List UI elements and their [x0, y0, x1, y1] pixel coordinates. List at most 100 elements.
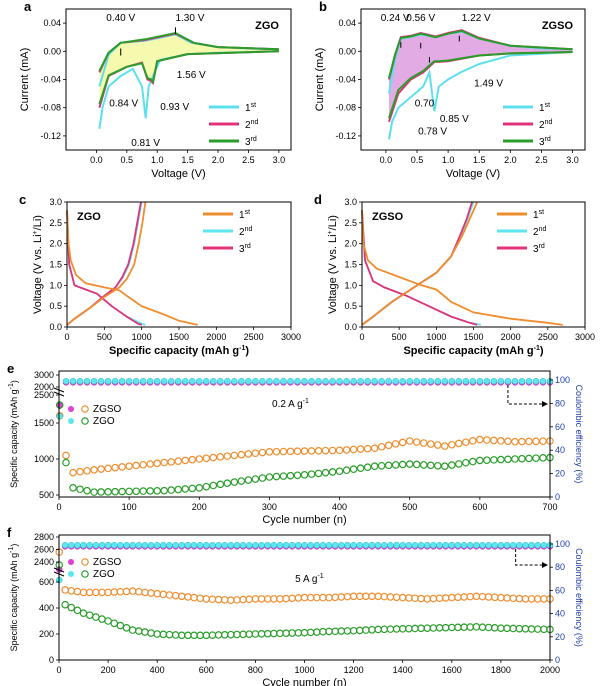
panel-c-ytick-label: 3.0 [49, 197, 62, 207]
panel-f-xtick-label: 400 [150, 665, 165, 675]
panel-e-series-ZGO-capacity-point [209, 481, 218, 490]
panel-e-series-ZGO-capacity-point [125, 487, 133, 496]
panel-f-series-ZGO-ce-point [325, 541, 333, 549]
panel-f-series-ZGSO-capacity-point [509, 594, 517, 603]
panel-f-series-ZGSO-capacity-point [411, 594, 419, 603]
panel-e-series-ZGSO-capacity-point [391, 440, 400, 448]
panel-f-series-ZGO-ce-point [190, 541, 198, 549]
panel-f-series-ZGO-capacity-point [159, 630, 168, 639]
panel-e-series-ZGO-ce-point [427, 377, 435, 385]
panel-b-xtick-label: 2.0 [504, 155, 517, 165]
panel-e-series-ZGO-ce-point [343, 377, 350, 385]
panel-e-legend-ce-marker [68, 418, 74, 424]
panel-e-series-ZGO-ce-point [182, 377, 189, 385]
panel-f-legend-ce-marker [68, 571, 74, 577]
panel-e-series-ZGO-ce-point [392, 377, 399, 385]
panel-f-series-ZGSO-capacity-point [355, 592, 364, 601]
panel-c-series-3rd-discharge [66, 210, 142, 326]
panel-f-series-ZGO-ce-point [209, 541, 216, 549]
panel-e-y2tick-label: 40 [555, 445, 565, 455]
panel-f-series-ZGSO-capacity-point [423, 595, 432, 603]
panel-f-xtick-label: 1200 [344, 665, 364, 675]
panel-f-series-ZGO-ce-point [466, 541, 474, 549]
panel-f-series-ZGO-capacity-point [73, 606, 82, 615]
panel-f-series-ZGSO-capacity-point [472, 592, 481, 601]
panel-f-series-ZGO-ce-point [503, 541, 511, 549]
panel-e-series-ZGSO-capacity-point [181, 456, 190, 465]
panel-a-legend-label: 1st [245, 102, 256, 114]
panel-e-xtick-label: 300 [262, 502, 277, 512]
panel-c-legend-label: 2nd [239, 226, 252, 238]
panel-e-series-ZGSO-capacity-point [476, 435, 484, 444]
panel-e-series-ZGSO-capacity-point [265, 447, 274, 456]
panel-e-y2label: Coulombic efficiency (%) [574, 385, 584, 484]
panel-e-y2tick-label: 20 [555, 469, 565, 479]
panel-f-series-ZGO-capacity-point [447, 623, 456, 632]
panel-f-series-ZGSO-capacity-point [533, 595, 542, 603]
panel-f-series-ZGO-ce-point [252, 541, 259, 549]
panel-a-annotation: 0.81 V [131, 138, 160, 149]
panel-e-series-ZGO-ce-point [448, 377, 456, 385]
panel-f-axis-break [53, 567, 65, 573]
panel-f-series-ZGO-ce-point [258, 541, 265, 549]
panel-f-series-ZGO-capacity-point [92, 613, 100, 621]
panel-e-series-ZGSO-capacity-point [511, 437, 519, 446]
panel-e-series-ZGO-capacity-point [181, 485, 190, 493]
panel-f-series-ZGSO-capacity-point [337, 593, 346, 601]
panel-e-series-ZGO-capacity-point [483, 456, 491, 464]
panel-f-series-ZGO-capacity-point [362, 626, 370, 634]
panel-e-series-ZGO-ce-point [462, 377, 470, 385]
panel-e-series-ZGO-ce-point [315, 377, 322, 385]
panel-f-series-ZGSO-capacity-point [270, 595, 278, 603]
panel-e-series-ZGSO-capacity-point [356, 445, 365, 453]
panel-f-series-ZGO-ce-point [74, 541, 81, 549]
panel-f-series-ZGO-ce-point [215, 541, 222, 549]
panel-e-series-ZGO-ce-point [139, 377, 147, 385]
panel-e-series-ZGO-ce-point [97, 377, 105, 385]
panel-c-xtick-label: 2500 [244, 332, 264, 342]
panel-f-series-ZGO-ce-point [331, 541, 339, 549]
panel-e-series-ZGO-ce-point [210, 377, 217, 385]
panel-f-series-ZGO-capacity-point [398, 624, 407, 633]
panel-e-series-ZGSO-capacity-point [314, 446, 323, 455]
panel-a-ytick-label: -0.12 [40, 131, 61, 141]
panel-f-series-ZGSO-capacity-point [288, 594, 297, 603]
panel-e-series-ZGO-ce-point [518, 377, 526, 385]
panel-f-series-ZGSO-capacity-point [405, 594, 413, 602]
panel-f-series-ZGO-ce-point [276, 541, 284, 549]
panel-f-series-ZGO-capacity-point [190, 631, 198, 640]
panel-e-series-ZGO-capacity-point [237, 477, 246, 485]
panel-a-xlabel: Voltage (V) [151, 168, 205, 180]
panel-f-series-ZGSO-capacity-point [190, 593, 198, 602]
panel-c-ytick-label: 2.5 [49, 218, 62, 228]
panel-f-series-ZGSO-capacity-point [478, 592, 487, 601]
panel-f-y2tick-label: 100 [555, 539, 570, 549]
panel-f-series-ZGSO-capacity-point [435, 594, 444, 603]
panel-e-series-ZGO-capacity-point [188, 484, 197, 493]
panel-f-series-ZGO-capacity-point [429, 624, 438, 632]
panel-a-title: ZGO [255, 20, 279, 32]
panel-f-series-ZGO-capacity-point [472, 623, 481, 631]
panel-e-ytick-label: 3000 [34, 370, 54, 380]
panel-e-series-ZGSO-capacity-point [97, 465, 105, 473]
panel-b-letter: b [319, 0, 327, 14]
panel-f-series-ZGO-ce-point [460, 541, 468, 549]
panel-b-legend-label: 2nd [539, 119, 552, 131]
panel-c-xtick-label: 500 [97, 332, 112, 342]
panel-f-series-ZGO-capacity-point [490, 624, 499, 632]
panel-f-series-ZGO-ce-point [203, 541, 210, 549]
panel-f-series-ZGO-ce-point [442, 541, 449, 549]
panel-f-series-ZGSO-capacity-point [116, 587, 125, 596]
panel-c-xtick-label: 2000 [206, 332, 226, 342]
panel-e-series-ZGO-ce-point [336, 377, 343, 385]
panel-f-series-ZGO-capacity-point [177, 631, 186, 640]
panel-f-series-ZGO-capacity-point [349, 626, 358, 635]
panel-e-dashed-arrow [507, 385, 542, 405]
panel-d-ytick-label: 2.0 [344, 239, 357, 249]
panel-f-series-ZGO-capacity-point [61, 600, 69, 609]
panel-e-ytick-label: 2500 [34, 390, 54, 400]
panel-e-series-ZGO-capacity-point [525, 454, 533, 463]
panel-e-series-ZGO-capacity-point [195, 483, 204, 492]
panel-e-series-ZGO-capacity-point [230, 478, 239, 486]
panel-e-series-ZGO-ce-point [434, 377, 442, 385]
